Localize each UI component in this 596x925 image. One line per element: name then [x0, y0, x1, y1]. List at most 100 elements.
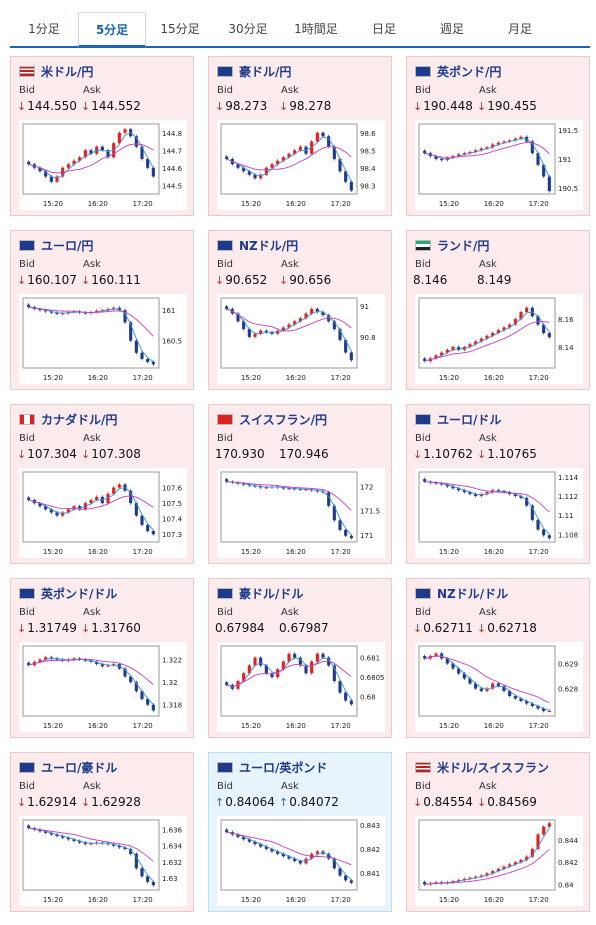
rate-card[interactable]: 豪ドル/ドル Bid Ask 0.67984 0.67987 0.681 0.68… [208, 578, 392, 738]
bid-value: ↓144.550 [17, 99, 77, 113]
price-chart[interactable]: 161 160.5 15:20 16:20 17:20 [19, 294, 187, 384]
pair-name[interactable]: ユーロ/英ポンド [239, 760, 328, 775]
rate-card[interactable]: 米ドル/円 Bid Ask ↓144.550 ↓144.552 144.8 144… [10, 56, 194, 216]
candle-body [276, 851, 280, 854]
price-chart[interactable]: 8.16 8.14 15:20 16:20 17:20 [415, 294, 583, 384]
ma-long-line [226, 146, 352, 171]
tab-5[interactable]: 日足 [371, 22, 396, 36]
candle-body [491, 144, 495, 148]
ask-number: 107.308 [91, 447, 141, 461]
price-chart[interactable]: 0.843 0.842 0.841 15:20 16:20 17:20 [217, 816, 385, 906]
candle-body [264, 846, 268, 849]
pair-name[interactable]: ユーロ/円 [41, 238, 94, 253]
rate-card[interactable]: スイスフラン/円 Bid Ask 170.930 170.946 172 171.… [208, 404, 392, 564]
tab-4[interactable]: 1時間足 [294, 22, 338, 36]
pair-name[interactable]: スイスフラン/円 [239, 412, 328, 427]
price-chart[interactable]: 1.322 1.32 1.318 15:20 16:20 17:20 [19, 642, 187, 732]
rate-card[interactable]: ユーロ/豪ドル Bid Ask ↓1.62914 ↓1.62928 1.636 1… [10, 752, 194, 912]
price-chart[interactable]: 191.5 191 190.5 15:20 16:20 17:20 [415, 120, 583, 210]
pair-name[interactable]: NZドル/円 [239, 238, 299, 253]
plot-frame [220, 297, 358, 369]
candle-body [457, 488, 461, 491]
pair-name[interactable]: ユーロ/ドル [437, 412, 502, 427]
candle-body [247, 839, 251, 842]
pair-name[interactable]: 英ポンド/ドル [41, 586, 118, 601]
bid-label: Bid [19, 607, 35, 618]
candle-body [225, 682, 229, 685]
rate-card[interactable]: カナダドル/円 Bid Ask ↓107.304 ↓107.308 107.6 1… [10, 404, 194, 564]
pair-name[interactable]: 豪ドル/円 [239, 64, 292, 79]
price-chart[interactable]: 0.629 0.628 15:20 16:20 17:20 [415, 642, 583, 732]
candle-body [496, 142, 500, 145]
ma-short-line [28, 827, 154, 882]
price-chart[interactable]: 0.681 0.6805 0.68 15:20 16:20 17:20 [217, 642, 385, 732]
candle-body [547, 333, 551, 338]
candle-body [44, 310, 48, 312]
ask-label: Ask [281, 781, 299, 792]
price-chart[interactable]: 172 171.5 171 15:20 16:20 17:20 [217, 468, 385, 558]
pair-name[interactable]: ユーロ/豪ドル [41, 760, 118, 775]
pair-name[interactable]: 米ドル/スイスフラン [437, 760, 550, 775]
rate-card[interactable]: ユーロ/円 Bid Ask ↓160.107 ↓160.111 161 160.5… [10, 230, 194, 390]
tab-0[interactable]: 1分足 [28, 22, 60, 36]
pair-name[interactable]: 英ポンド/円 [437, 64, 502, 79]
y-tick-label: 190.5 [558, 185, 578, 193]
rate-card[interactable]: NZドル/ドル Bid Ask ↓0.62711 ↓0.62718 0.629 0… [406, 578, 590, 738]
candle-body [474, 341, 478, 345]
rate-card[interactable]: ランド/円 Bid Ask 8.146 8.149 8.16 8.14 15:20 1… [406, 230, 590, 390]
ask-value: ↓1.62928 [81, 795, 141, 809]
candlestick-chart: 172 171.5 171 15:20 16:20 17:20 [220, 471, 380, 556]
ask-number: 8.149 [477, 273, 512, 287]
rate-card[interactable]: 豪ドル/円 Bid Ask ↓98.273 ↓98.278 98.6 98.5 98… [208, 56, 392, 216]
x-tick-label: 17:20 [331, 374, 351, 382]
rate-card[interactable]: 英ポンド/ドル Bid Ask ↓1.31749 ↓1.31760 1.322 1… [10, 578, 194, 738]
tab-6[interactable]: 週足 [439, 22, 464, 36]
bid-number: 90.652 [225, 273, 268, 287]
ask-value: 0.67987 [279, 621, 329, 635]
x-tick-label: 17:20 [133, 722, 153, 730]
y-tick-label: 0.842 [558, 859, 578, 867]
candle-body [259, 330, 263, 334]
candle-body [315, 653, 319, 662]
price-chart[interactable]: 0.844 0.842 0.84 15:20 16:20 17:20 [415, 816, 583, 906]
candle-body [293, 653, 297, 658]
price-chart[interactable]: 144.8 144.7 144.6 144.5 15:20 16:20 17:20 [19, 120, 187, 210]
candlestick-chart: 98.6 98.5 98.4 98.3 15:20 16:20 17:20 [220, 123, 376, 208]
pair-name[interactable]: カナダドル/円 [41, 412, 118, 427]
nz-jp-flag [217, 239, 233, 251]
candle-body [38, 829, 42, 832]
down-arrow-icon: ↓ [477, 448, 487, 461]
candle-body [496, 683, 500, 686]
candle-body [264, 487, 268, 489]
tab-2[interactable]: 15分足 [160, 22, 200, 36]
rate-card[interactable]: ユーロ/英ポンド Bid Ask ↑0.84064 ↑0.84072 0.843… [208, 752, 392, 912]
tab-7[interactable]: 月足 [507, 22, 532, 36]
rate-card[interactable]: ユーロ/ドル Bid Ask ↓1.10762 ↓1.10765 1.114 1.… [406, 404, 590, 564]
pair-name[interactable]: 米ドル/円 [41, 64, 94, 79]
candle-body [49, 657, 53, 659]
tab-3[interactable]: 30分足 [228, 22, 268, 36]
rate-card[interactable]: 米ドル/スイスフラン Bid Ask ↓0.84554 ↓0.84569 0.8… [406, 752, 590, 912]
candle-body [542, 324, 546, 333]
price-chart[interactable]: 98.6 98.5 98.4 98.3 15:20 16:20 17:20 [217, 120, 385, 210]
bid-value: ↓0.62711 [413, 621, 473, 635]
candle-body [457, 668, 461, 674]
price-chart[interactable]: 107.6 107.5 107.4 107.3 15:20 16:20 17:20 [19, 468, 187, 558]
pair-header: 英ポンド/ドル [19, 585, 117, 601]
price-chart[interactable]: 1.636 1.634 1.632 1.63 15:20 16:20 17:20 [19, 816, 187, 906]
rate-card[interactable]: 英ポンド/円 Bid Ask ↓190.448 ↓190.455 191.5 19… [406, 56, 590, 216]
candle-body [349, 535, 353, 539]
tab-1[interactable]: 5分足 [78, 12, 146, 48]
pair-name[interactable]: 豪ドル/ドル [239, 586, 304, 601]
rate-card[interactable]: NZドル/円 Bid Ask ↓90.652 ↓90.656 91 90.8 15:… [208, 230, 392, 390]
candle-body [530, 505, 534, 520]
candle-body [315, 851, 319, 854]
price-chart[interactable]: 91 90.8 15:20 16:20 17:20 [217, 294, 385, 384]
candle-body [259, 657, 263, 666]
price-chart[interactable]: 1.114 1.112 1.11 1.108 15:20 16:20 17:20 [415, 468, 583, 558]
ask-number: 190.455 [487, 99, 537, 113]
pair-name[interactable]: NZドル/ドル [437, 586, 509, 601]
pair-name[interactable]: ランド/円 [437, 238, 490, 253]
ask-value: ↑0.84072 [279, 795, 339, 809]
candle-body [536, 153, 540, 165]
